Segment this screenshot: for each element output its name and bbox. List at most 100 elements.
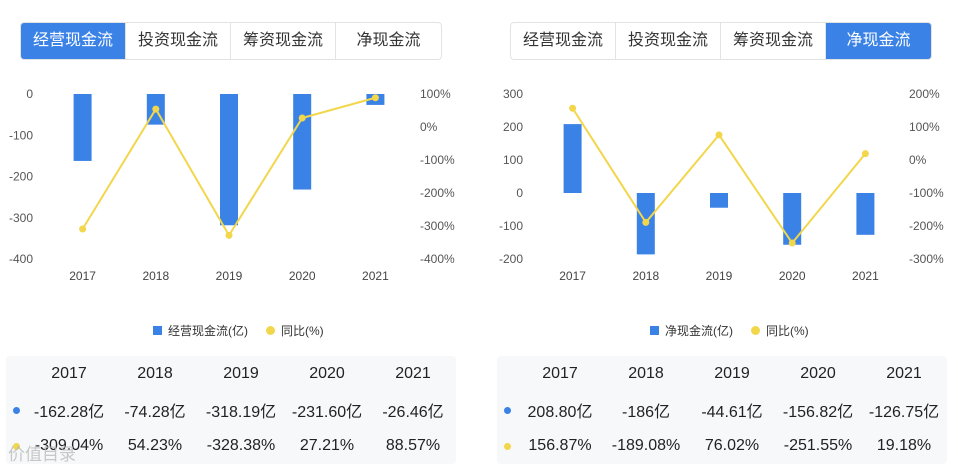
year-header: 2018 — [137, 365, 173, 382]
value-cell: -74.28亿 — [124, 404, 186, 421]
y-right-tick-label: 0% — [420, 120, 438, 134]
y-left-tick-label: 0 — [516, 186, 523, 200]
tab-net-cashflow[interactable]: 净现金流 — [826, 23, 931, 59]
legend-line-swatch — [751, 326, 760, 335]
x-tick-label: 2021 — [852, 269, 879, 283]
bar — [293, 94, 312, 190]
growth-cell: 19.18% — [876, 437, 932, 454]
year-header: 2019 — [714, 365, 750, 382]
y-right-tick-label: 100% — [420, 87, 451, 101]
x-tick-label: 2018 — [142, 269, 169, 283]
growth-cell: 27.21% — [299, 437, 355, 454]
tab-operating-cashflow[interactable]: 经营现金流 — [21, 23, 126, 59]
growth-cell: -189.08% — [611, 437, 681, 454]
year-header: 2020 — [309, 365, 345, 382]
line-series-dot — [12, 442, 20, 450]
year-header: 2020 — [800, 365, 836, 382]
left-chart: 0 -100 -200 -300 -400 100% 0% -100% -200% -300% -4… — [9, 87, 455, 283]
year-header: 2019 — [223, 365, 259, 382]
bar-series-dot — [12, 406, 20, 414]
legend-item-bar[interactable]: 净现金流(亿) — [650, 322, 733, 339]
y-right-tick-label: 100% — [909, 120, 940, 134]
value-cell: -44.61亿 — [701, 404, 763, 421]
y-left-tick-label: -200 — [9, 170, 33, 184]
growth-cell: 88.57% — [385, 437, 441, 454]
year-header: 2018 — [628, 365, 664, 382]
line-series-dot — [503, 442, 511, 450]
growth-cell: -251.55% — [783, 437, 853, 454]
y-right-tick-label: 200% — [909, 87, 940, 101]
line-point — [225, 231, 233, 239]
legend-item-bar[interactable]: 经营现金流(亿) — [153, 322, 248, 339]
tab-net-cashflow[interactable]: 净现金流 — [356, 32, 421, 49]
y-left-tick-label: 100 — [503, 153, 523, 167]
line-point — [298, 114, 306, 122]
x-tick-label: 2020 — [779, 269, 806, 283]
y-right-tick-label: -100% — [420, 153, 455, 167]
bar — [856, 193, 875, 235]
legend-item-line[interactable]: 同比(%) — [751, 322, 809, 339]
table-row-values: 208.80亿 -186亿 -44.61亿 -156.82亿 -126.75亿 — [497, 392, 947, 428]
growth-cell: -328.38% — [206, 437, 276, 454]
line-point — [371, 94, 379, 102]
legend-line-swatch — [266, 326, 275, 335]
right-panel: 经营现金流 投资现金流 筹资现金流 净现金流 300 200 100 0 -100 -20… — [479, 0, 958, 468]
legend-line-label: 同比(%) — [766, 324, 809, 338]
y-right-tick-label: -200% — [420, 186, 455, 200]
y-right-tick-label: -400% — [420, 252, 455, 266]
value-cell: -156.82亿 — [782, 404, 854, 421]
line-point — [861, 150, 869, 158]
x-tick-label: 2017 — [69, 269, 96, 283]
y-right-tick-label: 0% — [909, 153, 927, 167]
line-point — [788, 239, 796, 247]
x-tick-label: 2020 — [289, 269, 316, 283]
x-tick-label: 2019 — [216, 269, 243, 283]
y-left-tick-label: -100 — [499, 219, 523, 233]
legend-bar-label: 净现金流(亿) — [665, 324, 733, 338]
x-tick-label: 2021 — [362, 269, 389, 283]
y-right-tick-label: -300% — [909, 252, 944, 266]
x-tick-label: 2017 — [559, 269, 586, 283]
left-data-table: 2017 2018 2019 2020 2021 -162.28亿 -74.28… — [6, 356, 456, 464]
table-header-row: 2017 2018 2019 2020 2021 — [6, 356, 456, 392]
year-header: 2021 — [886, 365, 922, 382]
value-cell: -186亿 — [621, 404, 671, 421]
growth-cell: 76.02% — [704, 437, 760, 454]
tab-financing-cashflow[interactable]: 筹资现金流 — [231, 23, 336, 59]
legend-item-line[interactable]: 同比(%) — [266, 322, 324, 339]
y-right-tick-label: -200% — [909, 219, 944, 233]
value-cell: -318.19亿 — [205, 404, 277, 421]
bar — [563, 124, 582, 193]
bar-series-dot — [503, 406, 511, 414]
value-cell: -162.28亿 — [33, 404, 105, 421]
line-point — [79, 225, 87, 233]
bar — [220, 94, 238, 226]
line-point — [715, 131, 723, 139]
watermark: 价值目录 — [8, 445, 76, 464]
table-row-growth: 156.87% -189.08% 76.02% -251.55% 19.18% — [497, 428, 947, 464]
right-data-table: 2017 2018 2019 2020 2021 208.80亿 -186亿 -… — [497, 356, 947, 464]
y-left-tick-label: 300 — [503, 87, 523, 101]
y-left-tick-label: 200 — [503, 120, 523, 134]
value-cell: 208.80亿 — [527, 404, 593, 421]
tab-investing-cashflow[interactable]: 投资现金流 — [616, 23, 721, 59]
line-series — [571, 107, 867, 245]
x-tick-label: 2018 — [632, 269, 659, 283]
bar — [783, 193, 802, 245]
growth-cell: 54.23% — [127, 437, 183, 454]
y-left-tick-label: 0 — [26, 87, 33, 101]
y-right-tick-label: -300% — [420, 219, 455, 233]
y-left-tick-label: -100 — [9, 128, 33, 142]
right-legend: 净现金流(亿) 同比(%) — [650, 322, 809, 339]
y-left-tick-label: -200 — [499, 252, 523, 266]
bar — [73, 94, 92, 161]
legend-bar-swatch — [650, 326, 659, 335]
left-tab-bar: 经营现金流 投资现金流 筹资现金流 净现金流 — [20, 22, 442, 60]
left-legend: 经营现金流(亿) 同比(%) — [153, 322, 324, 339]
line-point — [642, 218, 650, 226]
tab-financing-cashflow[interactable]: 筹资现金流 — [721, 23, 826, 59]
right-tab-bar: 经营现金流 投资现金流 筹资现金流 净现金流 — [510, 22, 932, 60]
tab-investing-cashflow[interactable]: 投资现金流 — [126, 23, 231, 59]
tab-operating-cashflow[interactable]: 经营现金流 — [511, 23, 616, 59]
value-cell: -126.75亿 — [868, 404, 940, 421]
